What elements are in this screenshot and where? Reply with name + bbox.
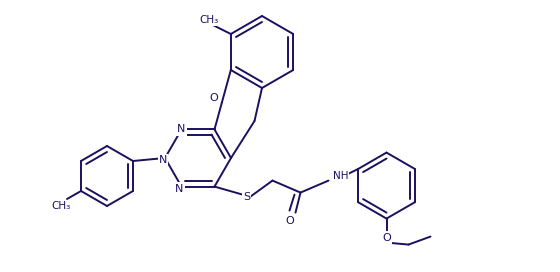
Text: N: N [175,184,184,194]
Text: O: O [209,93,218,103]
Text: N: N [178,124,186,134]
Text: N: N [159,155,167,165]
Text: S: S [243,191,250,202]
Text: O: O [285,216,294,225]
Text: CH₃: CH₃ [199,15,218,25]
Text: N: N [178,124,186,134]
Text: O: O [382,233,391,243]
Text: CH₃: CH₃ [52,201,71,211]
Text: NH: NH [333,171,348,181]
